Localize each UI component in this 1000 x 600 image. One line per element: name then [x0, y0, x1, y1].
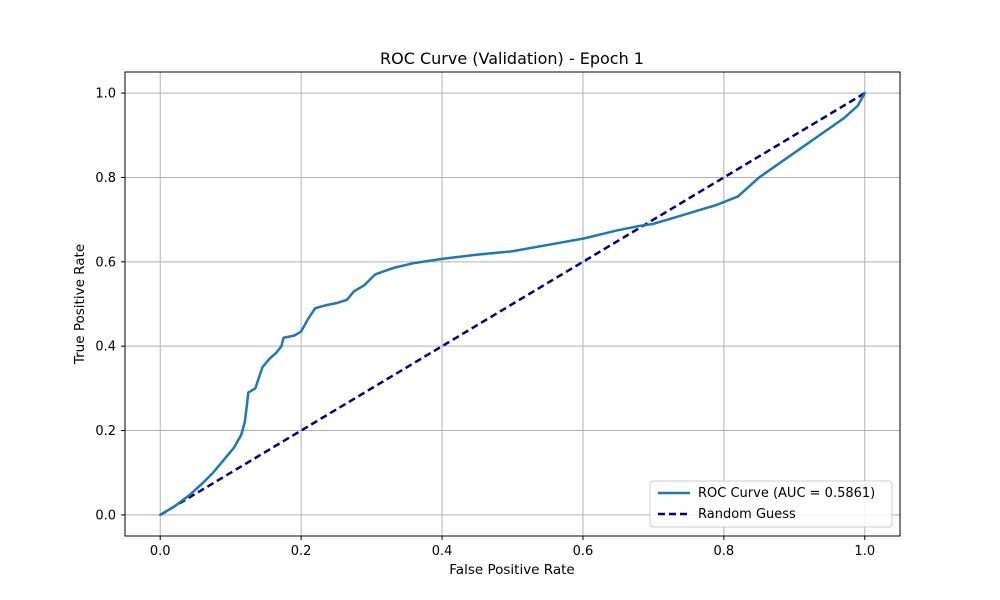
x-tick-label-1: 0.2 — [291, 544, 312, 559]
ticks: 0.0 0.2 0.4 0.6 0.8 1.0 0.0 0.2 0.4 0.6 0.8 1.0 — [95, 87, 875, 559]
x-axis-label: False Positive Rate — [449, 562, 574, 578]
y-tick-label-1: 0.2 — [95, 424, 116, 439]
chart-title: ROC Curve (Validation) - Epoch 1 — [380, 49, 644, 68]
y-axis-label: True Positive Rate — [72, 244, 88, 365]
roc-curve-line — [158, 91, 867, 517]
x-tick-label-5: 1.0 — [854, 544, 875, 559]
y-tick-label-3: 0.6 — [95, 255, 116, 270]
y-tick-label-0: 0.0 — [95, 508, 116, 523]
x-tick-label-2: 0.4 — [432, 544, 453, 559]
y-tick-label-5: 1.0 — [95, 87, 116, 102]
legend-label-random: Random Guess — [698, 507, 796, 522]
series-layer — [158, 91, 867, 517]
legend-box — [649, 480, 893, 528]
legend-label-roc: ROC Curve (AUC = 0.5861) — [698, 486, 875, 501]
y-tick-label-2: 0.4 — [95, 340, 116, 355]
plot-frame — [124, 71, 901, 537]
y-tick-label-4: 0.8 — [95, 171, 116, 186]
x-tick-label-3: 0.6 — [573, 544, 594, 559]
x-tick-label-4: 0.8 — [714, 544, 735, 559]
x-tick-label-0: 0.0 — [150, 544, 171, 559]
random-guess-line — [159, 92, 866, 516]
legend: ROC Curve (AUC = 0.5861) Random Guess — [649, 480, 893, 528]
